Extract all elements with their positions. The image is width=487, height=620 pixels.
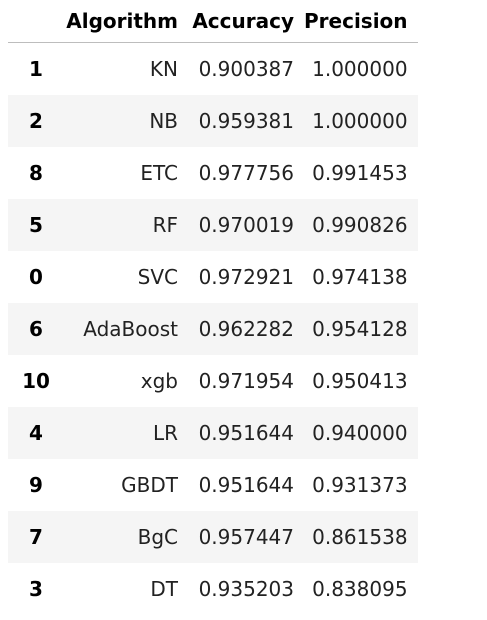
- precision-cell: 0.990826: [312, 212, 408, 237]
- table-row: 6 AdaBoost 0.962282 0.954128: [8, 302, 418, 355]
- algorithm-cell: DT: [150, 576, 178, 601]
- algorithm-cell: NB: [149, 108, 178, 133]
- row-index: 8: [29, 160, 43, 185]
- algorithm-cell: SVC: [137, 264, 178, 289]
- column-header-algorithm: Algorithm: [64, 0, 188, 43]
- precision-cell: 1.000000: [312, 56, 408, 81]
- accuracy-cell: 0.951644: [198, 420, 294, 445]
- table-row: 1 KN 0.900387 1.000000: [8, 43, 418, 95]
- table-header: Algorithm Accuracy Precision: [8, 0, 418, 43]
- precision-cell: 0.931373: [312, 472, 408, 497]
- results-table: Algorithm Accuracy Precision 1 KN 0.9003…: [8, 0, 418, 615]
- accuracy-cell: 0.951644: [198, 472, 294, 497]
- algorithm-cell: RF: [152, 212, 178, 237]
- table-row: 2 NB 0.959381 1.000000: [8, 94, 418, 147]
- accuracy-cell: 0.970019: [198, 212, 294, 237]
- algorithm-cell: BgC: [137, 524, 178, 549]
- precision-cell: 0.991453: [312, 160, 408, 185]
- algorithm-cell: AdaBoost: [83, 316, 178, 341]
- algorithm-cell: GBDT: [121, 472, 178, 497]
- row-index: 2: [29, 108, 43, 133]
- accuracy-cell: 0.900387: [198, 56, 294, 81]
- table-row: 0 SVC 0.972921 0.974138: [8, 251, 418, 303]
- column-header-precision: Precision: [304, 0, 418, 43]
- column-header-accuracy: Accuracy: [188, 0, 304, 43]
- row-index: 7: [29, 524, 43, 549]
- precision-cell: 0.940000: [312, 420, 408, 445]
- table-row: 5 RF 0.970019 0.990826: [8, 198, 418, 251]
- precision-cell: 0.954128: [312, 316, 408, 341]
- accuracy-cell: 0.959381: [198, 108, 294, 133]
- table-row: 3 DT 0.935203 0.838095: [8, 563, 418, 615]
- table-row: 4 LR 0.951644 0.940000: [8, 406, 418, 459]
- algorithm-cell: LR: [152, 420, 178, 445]
- accuracy-cell: 0.971954: [198, 368, 294, 393]
- table-row: 8 ETC 0.977756 0.991453: [8, 147, 418, 199]
- table-row: 7 BgC 0.957447 0.861538: [8, 510, 418, 563]
- row-index: 9: [29, 472, 43, 497]
- row-index: 4: [29, 420, 43, 445]
- accuracy-cell: 0.972921: [198, 264, 294, 289]
- header-row: Algorithm Accuracy Precision: [8, 0, 418, 43]
- algorithm-cell: xgb: [140, 368, 178, 393]
- algorithm-cell: KN: [149, 56, 178, 81]
- table-body: 1 KN 0.900387 1.000000 2 NB 0.959381 1.0…: [8, 43, 418, 615]
- column-header-index: [8, 0, 64, 43]
- accuracy-cell: 0.962282: [198, 316, 294, 341]
- row-index: 1: [29, 56, 43, 81]
- accuracy-cell: 0.957447: [198, 524, 294, 549]
- row-index: 10: [22, 368, 50, 393]
- row-index: 5: [29, 212, 43, 237]
- precision-cell: 1.000000: [312, 108, 408, 133]
- precision-cell: 0.838095: [312, 576, 408, 601]
- table-row: 9 GBDT 0.951644 0.931373: [8, 459, 418, 511]
- precision-cell: 0.974138: [312, 264, 408, 289]
- algorithm-cell: ETC: [140, 160, 178, 185]
- accuracy-cell: 0.935203: [198, 576, 294, 601]
- table-row: 10 xgb 0.971954 0.950413: [8, 355, 418, 407]
- row-index: 3: [29, 576, 43, 601]
- precision-cell: 0.861538: [312, 524, 408, 549]
- row-index: 6: [29, 316, 43, 341]
- accuracy-cell: 0.977756: [198, 160, 294, 185]
- row-index: 0: [29, 264, 43, 289]
- precision-cell: 0.950413: [312, 368, 408, 393]
